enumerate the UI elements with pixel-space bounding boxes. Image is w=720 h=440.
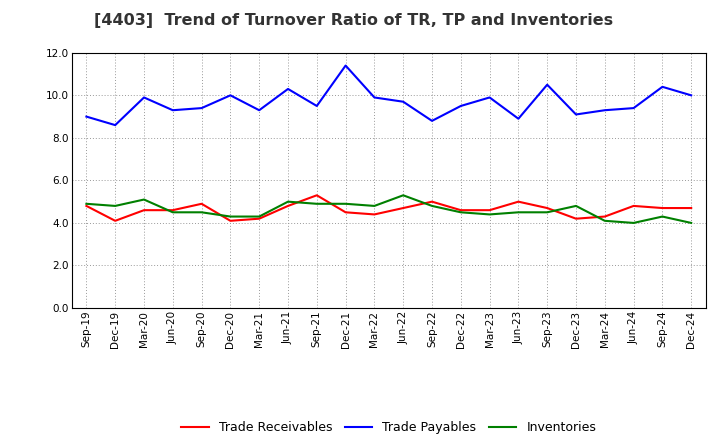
Trade Receivables (456, 208, 465, 213)
Trade Payables (284, 86, 292, 92)
Trade Receivables (543, 205, 552, 211)
Inventories (197, 210, 206, 215)
Trade Receivables (255, 216, 264, 221)
Trade Receivables (485, 208, 494, 213)
Trade Payables (140, 95, 148, 100)
Line: Inventories: Inventories (86, 195, 691, 223)
Trade Receivables (82, 203, 91, 209)
Inventories (485, 212, 494, 217)
Trade Payables (629, 106, 638, 111)
Trade Receivables (658, 205, 667, 211)
Trade Receivables (197, 201, 206, 206)
Trade Receivables (428, 199, 436, 204)
Line: Trade Receivables: Trade Receivables (86, 195, 691, 221)
Trade Payables (168, 107, 177, 113)
Trade Receivables (140, 208, 148, 213)
Trade Receivables (514, 199, 523, 204)
Trade Payables (82, 114, 91, 119)
Inventories (226, 214, 235, 219)
Trade Receivables (399, 205, 408, 211)
Trade Payables (485, 95, 494, 100)
Inventories (399, 193, 408, 198)
Trade Payables (687, 93, 696, 98)
Trade Payables (111, 122, 120, 128)
Inventories (658, 214, 667, 219)
Inventories (140, 197, 148, 202)
Inventories (312, 201, 321, 206)
Trade Payables (197, 106, 206, 111)
Trade Receivables (226, 218, 235, 224)
Trade Payables (370, 95, 379, 100)
Inventories (572, 203, 580, 209)
Inventories (543, 210, 552, 215)
Trade Payables (456, 103, 465, 109)
Trade Payables (226, 93, 235, 98)
Trade Receivables (600, 214, 609, 219)
Text: [4403]  Trend of Turnover Ratio of TR, TP and Inventories: [4403] Trend of Turnover Ratio of TR, TP… (94, 13, 613, 28)
Trade Receivables (629, 203, 638, 209)
Trade Receivables (687, 205, 696, 211)
Trade Payables (312, 103, 321, 109)
Trade Receivables (111, 218, 120, 224)
Trade Receivables (370, 212, 379, 217)
Trade Payables (514, 116, 523, 121)
Trade Payables (572, 112, 580, 117)
Trade Receivables (284, 203, 292, 209)
Inventories (168, 210, 177, 215)
Inventories (370, 203, 379, 209)
Inventories (629, 220, 638, 226)
Trade Payables (341, 63, 350, 68)
Trade Receivables (168, 208, 177, 213)
Inventories (687, 220, 696, 226)
Trade Payables (428, 118, 436, 124)
Trade Payables (255, 107, 264, 113)
Trade Receivables (312, 193, 321, 198)
Inventories (600, 218, 609, 224)
Inventories (255, 214, 264, 219)
Inventories (82, 201, 91, 206)
Inventories (341, 201, 350, 206)
Trade Receivables (572, 216, 580, 221)
Trade Payables (658, 84, 667, 89)
Trade Receivables (341, 210, 350, 215)
Inventories (428, 203, 436, 209)
Trade Payables (399, 99, 408, 104)
Inventories (111, 203, 120, 209)
Line: Trade Payables: Trade Payables (86, 66, 691, 125)
Trade Payables (543, 82, 552, 87)
Inventories (514, 210, 523, 215)
Inventories (456, 210, 465, 215)
Trade Payables (600, 107, 609, 113)
Inventories (284, 199, 292, 204)
Legend: Trade Receivables, Trade Payables, Inventories: Trade Receivables, Trade Payables, Inven… (181, 422, 596, 434)
